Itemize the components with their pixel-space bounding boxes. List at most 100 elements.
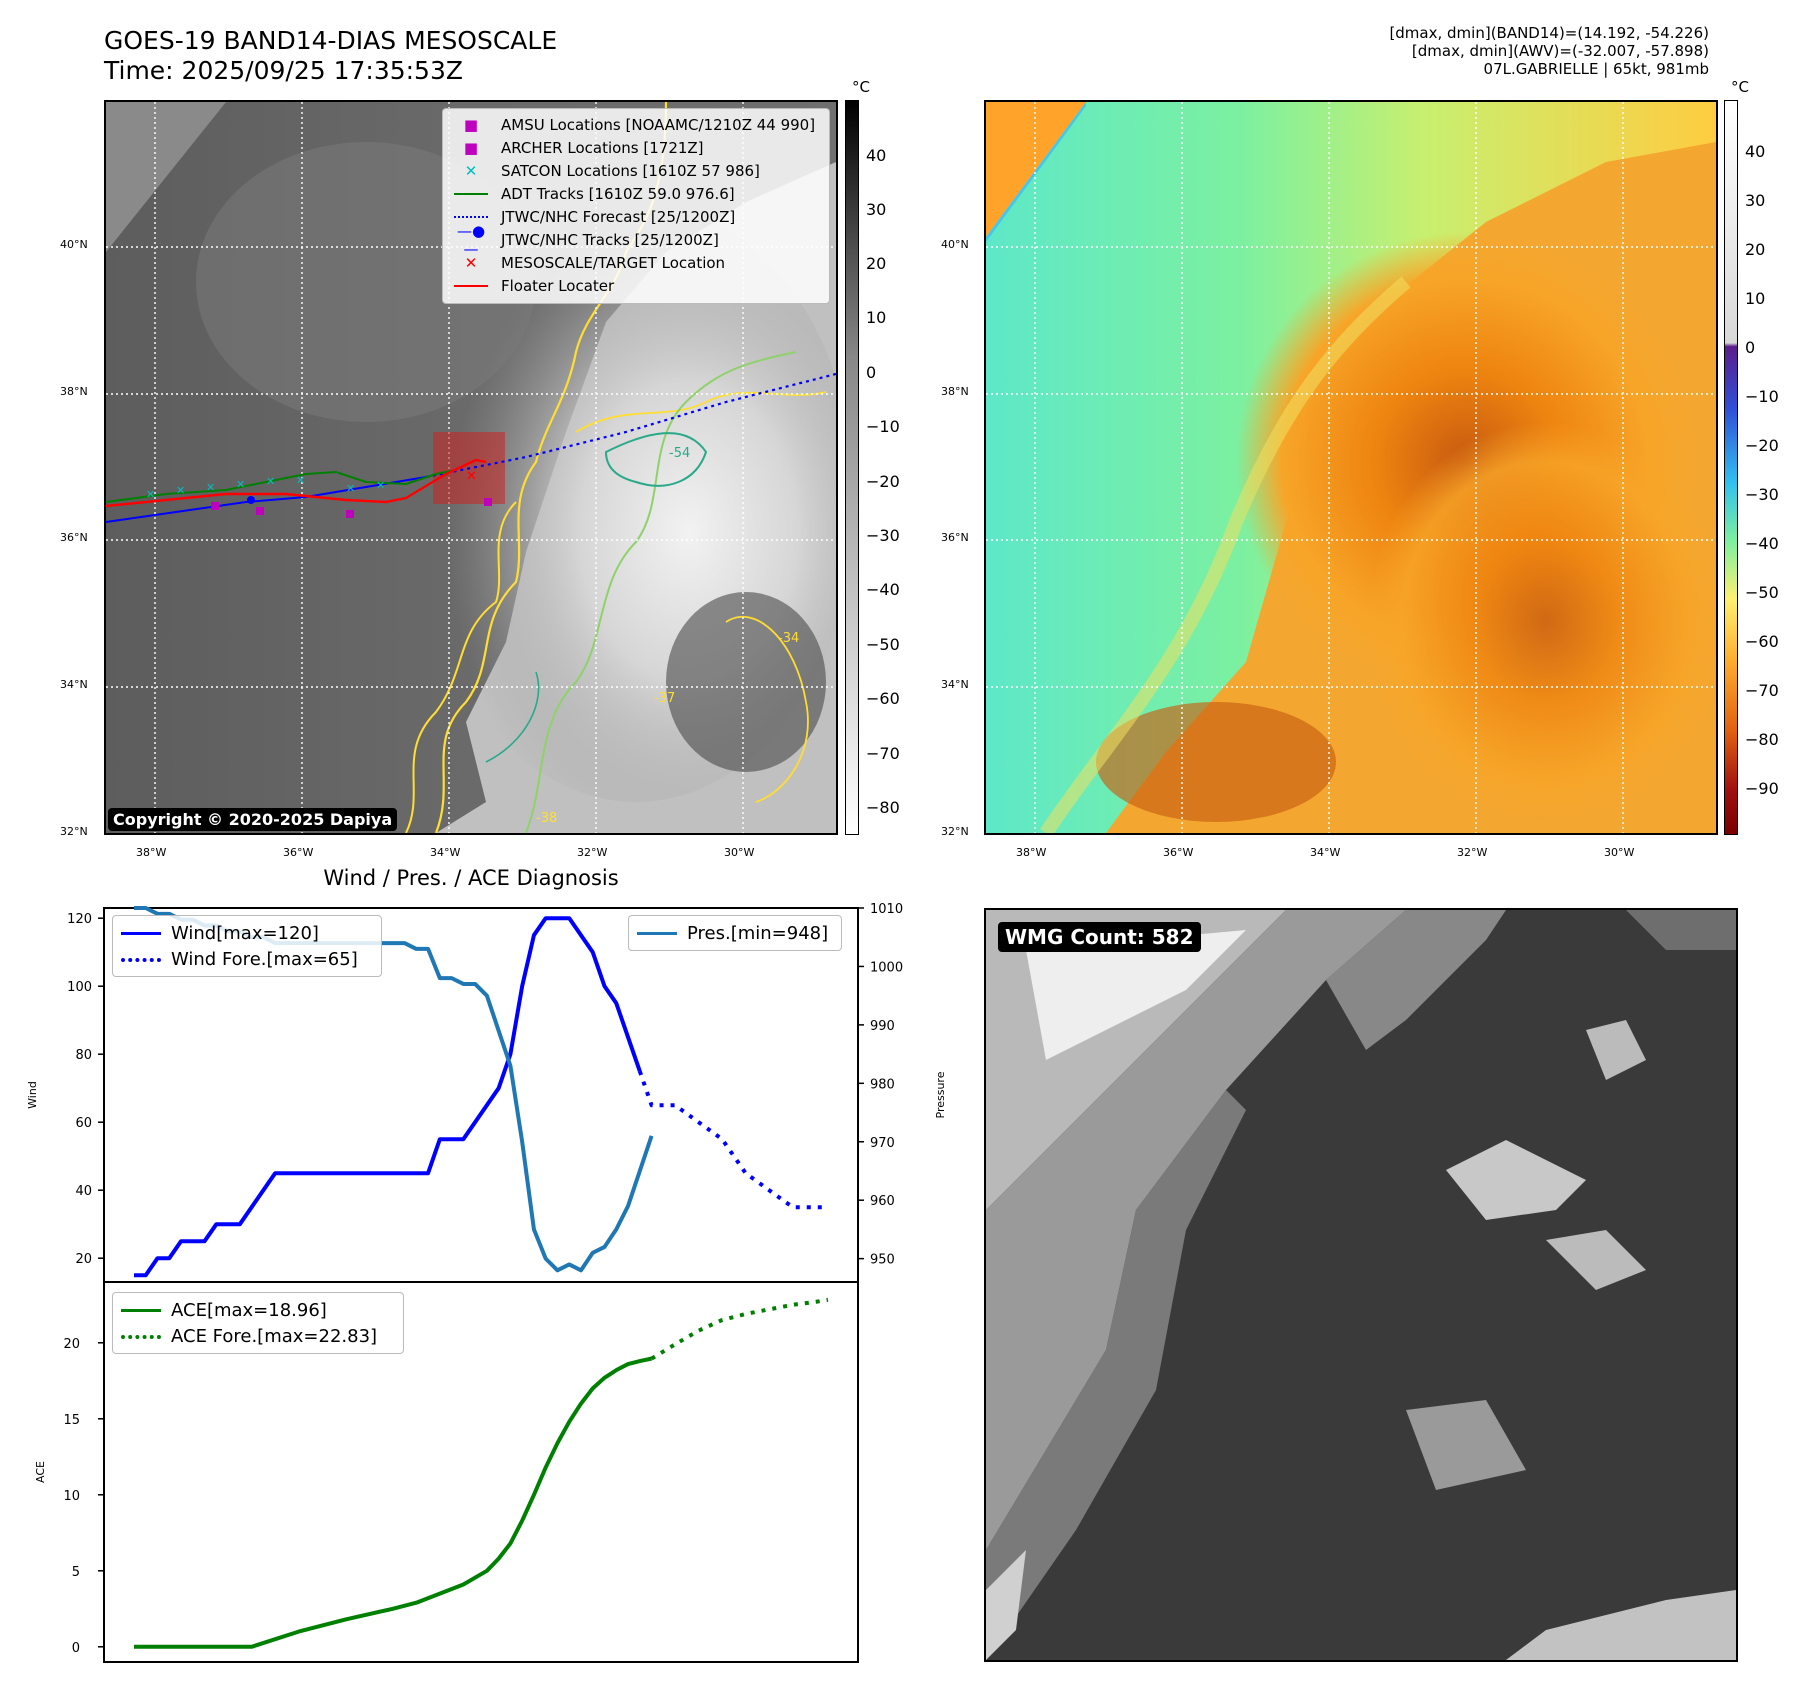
legend-label: Floater Locater xyxy=(501,276,615,295)
svg-text:✕: ✕ xyxy=(206,481,215,494)
svg-text:✕: ✕ xyxy=(346,482,355,495)
legend-row-satcon: ✕ SATCON Locations [1610Z 57 986] xyxy=(451,159,821,182)
wind-tick-label: 40 xyxy=(75,1184,92,1199)
mesoscale-target-marker: ✕ xyxy=(466,469,477,484)
wind-series xyxy=(134,916,642,1278)
gray-tick: 40 xyxy=(866,146,887,165)
legend-row-wind: Wind[max=120] xyxy=(121,920,373,946)
copyright-badge: Copyright © 2020-2025 Dapiya xyxy=(108,808,398,831)
lat-label: 34°N xyxy=(60,678,88,691)
gray-tick: −60 xyxy=(866,689,900,708)
svg-text:✕: ✕ xyxy=(296,474,305,487)
wind-tick-label: 20 xyxy=(75,1252,92,1267)
lon-label: 36°W xyxy=(1163,846,1194,859)
lon-label: 34°W xyxy=(1310,846,1341,859)
legend-row-floater: Floater Locater xyxy=(451,274,821,297)
legend-label: ACE[max=18.96] xyxy=(171,1299,327,1321)
jtwc-forecast xyxy=(425,372,836,479)
adt-track xyxy=(106,469,457,503)
color-tick: −20 xyxy=(1745,436,1779,455)
wind-tick-label: 120 xyxy=(67,912,92,927)
legend-label: ARCHER Locations [1721Z] xyxy=(501,138,704,157)
contour-label-54: -54 xyxy=(669,446,690,461)
ir-map-panel: -54 -34 -37 -38 ✕ ✕ ✕ ✕ ✕ ✕ ✕ ✕ ✕ ■ AMSU Loca xyxy=(104,100,838,835)
contour-teal-south xyxy=(485,671,540,763)
gray-tick: −50 xyxy=(866,635,900,654)
lat-label: 34°N xyxy=(941,678,969,691)
legend-row-ace-fore: ACE Fore.[max=22.83] xyxy=(121,1323,395,1349)
wind-legend: Wind[max=120] Wind Fore.[max=65] xyxy=(112,915,382,977)
gray-tick: 30 xyxy=(866,200,887,219)
square-icon: ■ xyxy=(463,138,479,157)
color-tick: −30 xyxy=(1745,485,1779,504)
pres-legend: Pres.[min=948] xyxy=(628,915,842,951)
gray-tick: −30 xyxy=(866,526,900,545)
jtwc-track xyxy=(106,476,427,523)
title-line-1: GOES-19 BAND14-DIAS MESOSCALE xyxy=(104,26,558,55)
wind-ticks: 20 40 60 80 100 120 xyxy=(67,912,104,1267)
wmg-patch-2 xyxy=(1546,1230,1646,1290)
color-tick: 40 xyxy=(1745,142,1766,161)
legend-row-ace: ACE[max=18.96] xyxy=(121,1297,395,1323)
color-tick: 20 xyxy=(1745,240,1766,259)
svg-text:✕: ✕ xyxy=(376,479,385,492)
legend-row-tracks: —●— JTWC/NHC Tracks [25/1200Z] xyxy=(451,222,821,258)
stats-line-3: 07L.GABRIELLE | 65kt, 981mb xyxy=(1483,60,1709,78)
dotted-line-icon xyxy=(451,208,491,226)
legend-row-amsu: ■ AMSU Locations [NOAAMC/1210Z 44 990] xyxy=(451,113,821,136)
contour-green-main xyxy=(525,351,797,833)
wind-ylabel: Wind xyxy=(26,1081,39,1109)
wmg-patch-4 xyxy=(1506,1590,1736,1660)
pres-tick-label: 980 xyxy=(870,1077,895,1092)
legend-label: SATCON Locations [1610Z 57 986] xyxy=(501,161,760,180)
wmg-patch-5 xyxy=(1406,1400,1526,1490)
legend-row-forecast: JTWC/NHC Forecast [25/1200Z] xyxy=(451,205,821,228)
lon-label: 38°W xyxy=(1016,846,1047,859)
color-tick: −40 xyxy=(1745,534,1779,553)
contour-label-38: -38 xyxy=(536,811,557,826)
line-dot-icon: —●— xyxy=(456,221,486,258)
contour-label-34: -34 xyxy=(778,631,799,646)
cross-icon: ✕ xyxy=(464,161,478,180)
awv-edge-band xyxy=(1040,276,1411,833)
ace-series xyxy=(134,1356,652,1649)
pres-tick-label: 950 xyxy=(870,1253,895,1268)
legend-row-archer: ■ ARCHER Locations [1721Z] xyxy=(451,136,821,159)
color-tick: 10 xyxy=(1745,289,1766,308)
color-tick: −10 xyxy=(1745,387,1779,406)
line-icon xyxy=(451,277,491,295)
legend-row-target: ✕ MESOSCALE/TARGET Location xyxy=(451,251,821,274)
wmg-mid-zone xyxy=(986,910,1406,1550)
ace-tick-label: 15 xyxy=(63,1413,80,1428)
color-tick: −50 xyxy=(1745,583,1779,602)
awv-gridlines xyxy=(986,102,1716,833)
lon-label: 38°W xyxy=(136,846,167,859)
color-tick: −80 xyxy=(1745,730,1779,749)
jtwc-track-point xyxy=(247,496,255,504)
pres-tick-label: 970 xyxy=(870,1136,895,1151)
gray-tick: −70 xyxy=(866,744,900,763)
satcon-markers: ✕ ✕ ✕ ✕ ✕ ✕ ✕ ✕ xyxy=(146,474,385,501)
svg-text:✕: ✕ xyxy=(176,484,185,497)
gray-colorbar-unit: °C xyxy=(852,78,870,96)
svg-text:✕: ✕ xyxy=(146,488,155,501)
lon-label: 32°W xyxy=(1457,846,1488,859)
ir-map-legend: ■ AMSU Locations [NOAAMC/1210Z 44 990] ■ A… xyxy=(442,108,830,304)
color-tick: −60 xyxy=(1745,632,1779,651)
legend-label: ACE Fore.[max=22.83] xyxy=(171,1325,378,1347)
legend-row-adt: ADT Tracks [1610Z 59.0 976.6] xyxy=(451,182,821,205)
lon-label: 30°W xyxy=(1604,846,1635,859)
lat-label: 40°N xyxy=(60,238,88,251)
ace-tick-label: 20 xyxy=(63,1337,80,1352)
lat-label: 38°N xyxy=(60,385,88,398)
square-icon: ■ xyxy=(463,115,479,134)
legend-label: ADT Tracks [1610Z 59.0 976.6] xyxy=(501,184,735,203)
contour-yellow-edge xyxy=(405,501,517,833)
wind-tick-label: 60 xyxy=(75,1116,92,1131)
lat-label: 40°N xyxy=(941,238,969,251)
stats-block: [dmax, dmin](BAND14)=(14.192, -54.226) [… xyxy=(1109,24,1709,78)
gray-tick: −80 xyxy=(866,798,900,817)
ace-legend: ACE[max=18.96] ACE Fore.[max=22.83] xyxy=(112,1292,404,1354)
wmg-grid xyxy=(986,910,1736,1660)
amsu-archer-markers xyxy=(211,498,492,518)
